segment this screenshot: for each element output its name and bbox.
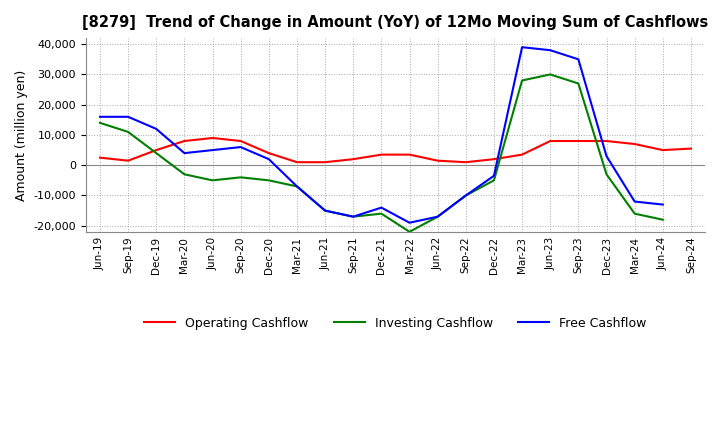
Free Cashflow [490, 173, 498, 179]
Investing Cashflow [208, 178, 217, 183]
Free Cashflow [349, 214, 358, 219]
Operating Cashflow [546, 138, 554, 143]
Free Cashflow [236, 144, 245, 150]
Operating Cashflow [490, 157, 498, 162]
Free Cashflow [630, 199, 639, 204]
Legend: Operating Cashflow, Investing Cashflow, Free Cashflow: Operating Cashflow, Investing Cashflow, … [139, 312, 652, 335]
Operating Cashflow [292, 160, 301, 165]
Free Cashflow [433, 214, 442, 219]
Free Cashflow [462, 193, 470, 198]
Investing Cashflow [659, 217, 667, 222]
Investing Cashflow [180, 172, 189, 177]
Operating Cashflow [321, 160, 330, 165]
Title: [8279]  Trend of Change in Amount (YoY) of 12Mo Moving Sum of Cashflows: [8279] Trend of Change in Amount (YoY) o… [82, 15, 708, 30]
Free Cashflow [124, 114, 132, 119]
Investing Cashflow [602, 172, 611, 177]
Operating Cashflow [124, 158, 132, 163]
Free Cashflow [96, 114, 104, 119]
Free Cashflow [546, 48, 554, 53]
Operating Cashflow [433, 158, 442, 163]
Operating Cashflow [462, 160, 470, 165]
Investing Cashflow [236, 175, 245, 180]
Operating Cashflow [349, 157, 358, 162]
Investing Cashflow [349, 214, 358, 219]
Investing Cashflow [152, 150, 161, 156]
Operating Cashflow [377, 152, 386, 157]
Free Cashflow [518, 44, 526, 50]
Investing Cashflow [518, 78, 526, 83]
Free Cashflow [574, 57, 582, 62]
Investing Cashflow [96, 120, 104, 125]
Line: Investing Cashflow: Investing Cashflow [100, 74, 663, 232]
Operating Cashflow [208, 136, 217, 141]
Operating Cashflow [630, 141, 639, 147]
Line: Free Cashflow: Free Cashflow [100, 47, 663, 223]
Free Cashflow [405, 220, 414, 225]
Investing Cashflow [490, 178, 498, 183]
Investing Cashflow [546, 72, 554, 77]
Operating Cashflow [687, 146, 696, 151]
Free Cashflow [180, 150, 189, 156]
Operating Cashflow [236, 138, 245, 143]
Free Cashflow [292, 184, 301, 189]
Operating Cashflow [602, 138, 611, 143]
Investing Cashflow [630, 211, 639, 216]
Investing Cashflow [433, 214, 442, 219]
Investing Cashflow [574, 81, 582, 86]
Operating Cashflow [180, 138, 189, 143]
Free Cashflow [208, 147, 217, 153]
Operating Cashflow [518, 152, 526, 157]
Free Cashflow [152, 126, 161, 132]
Free Cashflow [659, 202, 667, 207]
Y-axis label: Amount (million yen): Amount (million yen) [15, 70, 28, 201]
Operating Cashflow [405, 152, 414, 157]
Investing Cashflow [377, 211, 386, 216]
Operating Cashflow [574, 138, 582, 143]
Operating Cashflow [152, 147, 161, 153]
Line: Operating Cashflow: Operating Cashflow [100, 138, 691, 162]
Investing Cashflow [292, 184, 301, 189]
Operating Cashflow [264, 150, 273, 156]
Free Cashflow [264, 157, 273, 162]
Investing Cashflow [405, 229, 414, 235]
Free Cashflow [321, 208, 330, 213]
Free Cashflow [602, 154, 611, 159]
Operating Cashflow [659, 147, 667, 153]
Operating Cashflow [96, 155, 104, 160]
Free Cashflow [377, 205, 386, 210]
Investing Cashflow [124, 129, 132, 135]
Investing Cashflow [264, 178, 273, 183]
Investing Cashflow [321, 208, 330, 213]
Investing Cashflow [462, 193, 470, 198]
